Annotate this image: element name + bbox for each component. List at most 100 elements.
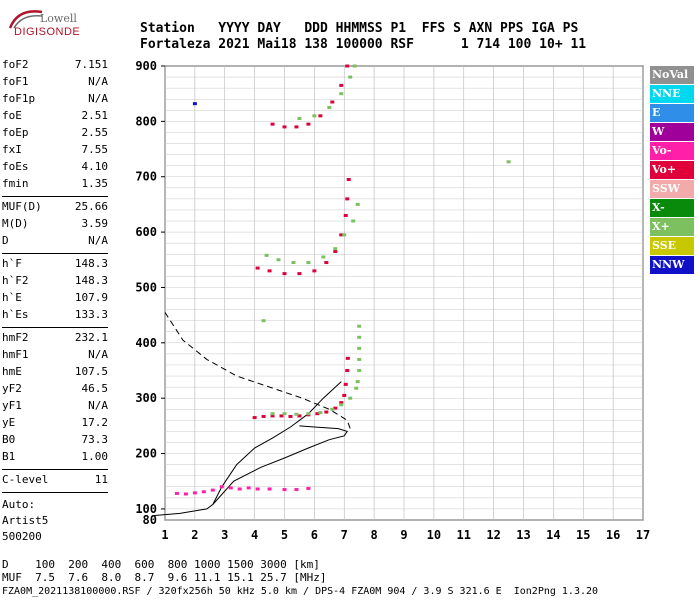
param-value: 4.10 <box>81 160 109 173</box>
echo-point <box>267 487 272 491</box>
legend-item: NoVal <box>650 66 694 84</box>
echo-point <box>312 269 317 273</box>
echo-point <box>345 369 350 373</box>
profile-dashed-line <box>164 312 351 429</box>
clevel-label: C-level <box>2 473 49 486</box>
y-tick-label: 800 <box>135 114 157 128</box>
echo-point <box>261 414 266 418</box>
echo-point <box>339 92 344 96</box>
param-row: fmin 1.35 <box>2 177 108 194</box>
param-value: 107.5 <box>74 365 108 378</box>
param-label: yE <box>2 416 16 429</box>
x-tick-label: 7 <box>341 528 348 542</box>
echo-point <box>348 75 353 79</box>
echo-point <box>333 406 338 410</box>
param-label: hmF1 <box>2 348 29 361</box>
param-label: fmin <box>2 177 29 190</box>
echo-point <box>355 380 360 384</box>
param-separator <box>2 253 108 254</box>
param-value: 46.5 <box>81 382 109 395</box>
x-tick-label: 1 <box>161 528 168 542</box>
param-row: foF1 N/A <box>2 75 108 92</box>
param-row: B0 73.3 <box>2 433 108 450</box>
legend-item: SSE <box>650 237 694 255</box>
echo-point <box>348 396 353 400</box>
legend-item: E <box>650 104 694 122</box>
legend-item: Vo+ <box>650 161 694 179</box>
param-separator <box>2 492 108 493</box>
param-row: foEp 2.55 <box>2 126 108 143</box>
param-row: h`Es 133.3 <box>2 308 108 325</box>
echo-point <box>282 488 287 492</box>
echo-point <box>282 125 287 129</box>
echo-point <box>306 261 311 265</box>
param-row: foF1p N/A <box>2 92 108 109</box>
file-info-footer: FZA0M_2021138100000.RSF / 320fx256h 50 k… <box>2 586 599 597</box>
echo-point <box>345 197 350 201</box>
x-tick-label: 10 <box>427 528 441 542</box>
echo-point <box>354 386 359 390</box>
echo-point <box>210 488 215 492</box>
profile-line <box>153 381 342 517</box>
param-value: 1.00 <box>81 450 109 463</box>
echo-point <box>306 412 311 416</box>
y-tick-label: 600 <box>135 225 157 239</box>
echo-point <box>330 100 335 104</box>
x-tick-label: 8 <box>371 528 378 542</box>
x-tick-label: 3 <box>221 528 228 542</box>
echo-point <box>270 122 275 126</box>
echo-point <box>294 412 299 416</box>
param-row: h`F2 148.3 <box>2 274 108 291</box>
echo-point <box>318 411 323 415</box>
echo-point <box>294 125 299 129</box>
param-label: hmF2 <box>2 331 29 344</box>
echo-point <box>306 122 311 126</box>
echo-point <box>183 492 188 496</box>
y-tick-label: 700 <box>135 170 157 184</box>
echo-point <box>219 485 224 489</box>
echo-point <box>345 64 350 68</box>
param-label: foF1 <box>2 75 29 88</box>
echo-point <box>506 160 511 164</box>
x-tick-label: 11 <box>457 528 471 542</box>
param-row: hmF1 N/A <box>2 348 108 365</box>
echo-point <box>324 410 329 414</box>
x-tick-label: 13 <box>516 528 530 542</box>
echo-point <box>297 117 302 121</box>
echo-point <box>352 64 357 68</box>
echo-point <box>297 414 302 418</box>
echo-point <box>228 486 233 490</box>
ionogram-chart: 1 2 3 4 5 6 7 8 9 10 11 12 13 14 15 16 17100200300400500… <box>135 59 650 542</box>
echo-point <box>264 253 269 257</box>
echo-point <box>339 401 344 405</box>
logo-line2: DIGISONDE <box>14 26 81 38</box>
param-value: 232.1 <box>74 331 108 344</box>
echo-point <box>357 357 362 361</box>
param-label: foEp <box>2 126 29 139</box>
param-label: foEs <box>2 160 29 173</box>
param-row: fxI 7.55 <box>2 143 108 160</box>
x-tick-label: 12 <box>486 528 500 542</box>
x-tick-label: 15 <box>576 528 590 542</box>
x-tick-label: 14 <box>546 528 560 542</box>
logo-swoosh-icon <box>8 10 43 29</box>
param-row: h`E 107.9 <box>2 291 108 308</box>
muf-table: D 100 200 400 600 800 1000 1500 3000 [km… <box>2 558 327 584</box>
clevel-value: 11 <box>94 473 108 486</box>
param-row: hmF2 232.1 <box>2 331 108 348</box>
param-label: hmE <box>2 365 22 378</box>
y-tick-label: 300 <box>135 391 157 405</box>
x-tick-label: 5 <box>281 528 288 542</box>
param-row: M(D) 3.59 <box>2 217 108 234</box>
echo-point <box>327 106 332 110</box>
echo-point <box>324 261 329 265</box>
legend-item: Vo- <box>650 142 694 160</box>
echo-point <box>270 414 275 418</box>
auto-line: Artist5 <box>2 514 49 527</box>
y-tick-label: 900 <box>135 59 157 73</box>
echo-point <box>339 83 344 87</box>
param-value: 73.3 <box>81 433 109 446</box>
legend-item: X+ <box>650 218 694 236</box>
param-value: 133.3 <box>74 308 108 321</box>
muf-row: MUF 7.5 7.6 8.0 8.7 9.6 11.1 15.1 25.7 [… <box>2 571 327 584</box>
